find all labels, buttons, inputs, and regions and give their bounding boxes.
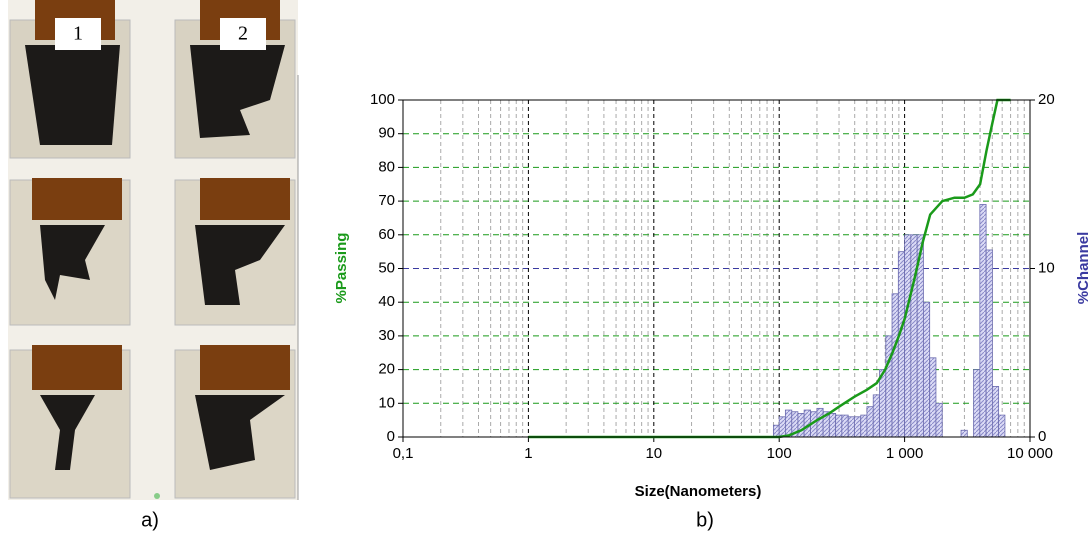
y-tick-label: 70 (378, 192, 395, 209)
histogram-bar (873, 395, 879, 437)
figure: 1 2 a) b) Size(Nanometers) %Passing %Cha… (0, 0, 1092, 536)
x-axis-title: Size(Nanometers) (635, 483, 762, 500)
histogram-bar (980, 204, 986, 437)
x-tick-label: 1 (524, 445, 532, 462)
y-tick-label: 20 (378, 361, 395, 378)
x-tick-label: 1 000 (886, 445, 924, 462)
gel (32, 178, 122, 220)
y-tick-label: 90 (378, 125, 395, 142)
histogram-bar (892, 294, 898, 437)
y-tick-label: 10 (378, 394, 395, 411)
y-tick-label: 30 (378, 327, 395, 344)
histogram-bar (880, 370, 886, 437)
histogram-bar (911, 235, 917, 437)
y-tick-label: 60 (378, 226, 395, 243)
panel-label: b) (696, 509, 714, 531)
oil (25, 45, 120, 145)
histogram-bar (829, 413, 835, 437)
chart: Size(Nanometers) %Passing %Channel 01020… (333, 91, 1092, 500)
gel (200, 178, 290, 220)
gel (32, 345, 122, 390)
y-axis-title: %Passing (333, 233, 350, 304)
y-tick-label: 80 (378, 158, 395, 175)
panel-label: a) (141, 509, 159, 531)
x-tick-label: 10 000 (1007, 445, 1053, 462)
histogram-bar (898, 252, 904, 437)
x-tick-label: 10 (645, 445, 662, 462)
histogram-bar (905, 235, 911, 437)
gel (200, 345, 290, 390)
photo-label: 1 (73, 23, 83, 45)
histogram-bar (773, 425, 779, 437)
histogram-bar (848, 417, 854, 437)
histogram-bar (961, 430, 967, 437)
x-tick-label: 100 (767, 445, 792, 462)
y-tick-label: 50 (378, 259, 395, 276)
y2-tick-label: 20 (1038, 91, 1055, 108)
histogram-bar (923, 302, 929, 437)
histogram-bar (779, 417, 785, 437)
y-tick-label: 100 (370, 91, 395, 108)
histogram-bar (842, 415, 848, 437)
histogram-bar (867, 407, 873, 437)
histogram-bar (930, 358, 936, 437)
y2-tick-label: 0 (1038, 428, 1046, 445)
photo-label: 2 (238, 23, 248, 45)
histogram-bar (999, 415, 1005, 437)
histogram-bar (817, 408, 823, 437)
y-tick-label: 40 (378, 293, 395, 310)
histogram-bar (798, 413, 804, 437)
histogram-bar (854, 417, 860, 437)
y2-axis-title: %Channel (1075, 232, 1092, 305)
marker-dot (154, 493, 160, 499)
photos: 1 2 (8, 0, 298, 500)
x-tick-label: 0,1 (393, 445, 414, 462)
histogram-bar (936, 403, 942, 437)
y-tick-label: 0 (387, 428, 395, 445)
histogram-bar (974, 370, 980, 437)
histogram-bar (986, 250, 992, 437)
histogram-bar (886, 336, 892, 437)
histogram-bar (836, 415, 842, 437)
y2-tick-label: 10 (1038, 259, 1055, 276)
histogram-bar (992, 386, 998, 437)
page: {"panels": {"a": "a)", "b": "b)", "photo… (0, 0, 1092, 536)
histogram-bar (785, 410, 791, 437)
histogram-bar (861, 415, 867, 437)
